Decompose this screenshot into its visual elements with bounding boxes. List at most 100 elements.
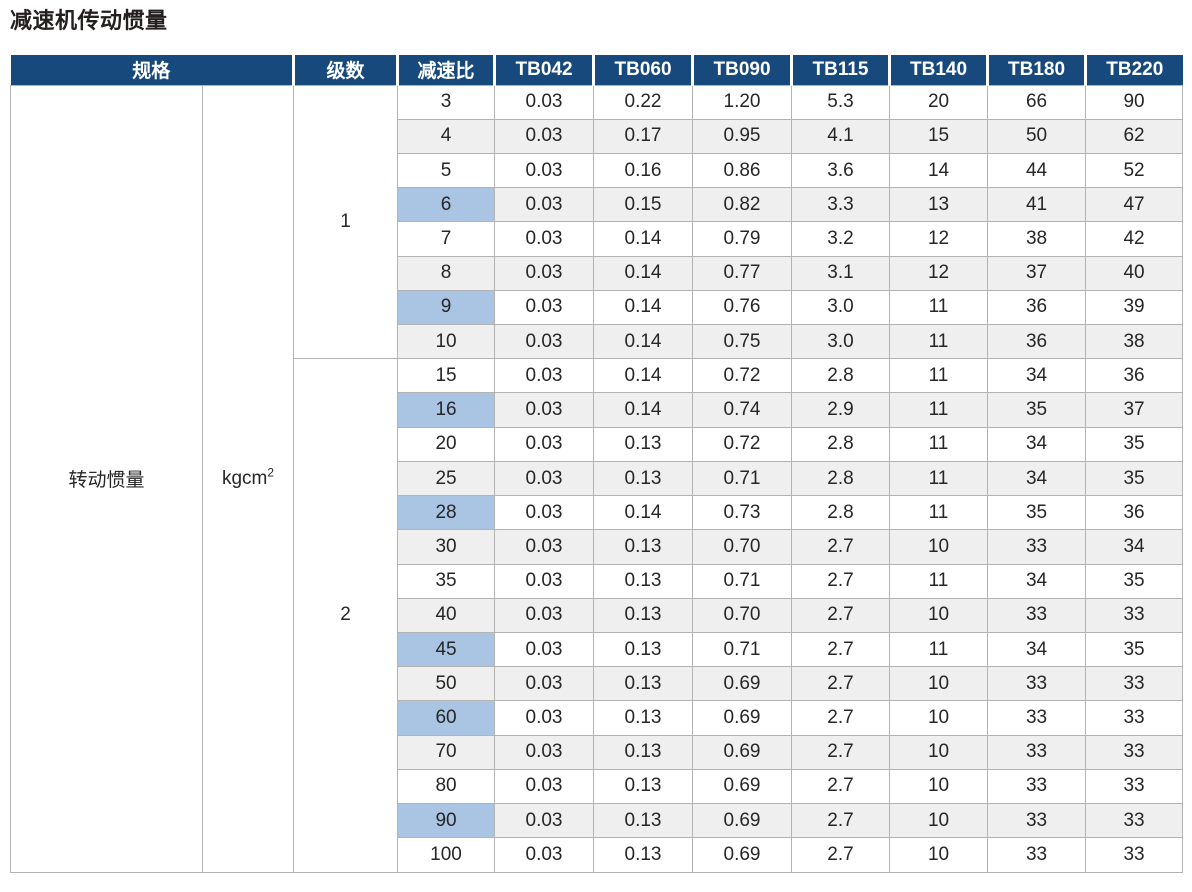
value-cell: 0.14 [593,289,694,326]
value-cell: 0.69 [692,803,793,839]
value-cell: 0.03 [494,837,595,873]
value-cell: 0.75 [692,324,793,360]
value-cell: 0.15 [593,187,694,223]
value-cell: 35 [1085,631,1184,668]
table-row: 30 0.03 0.13 0.70 2.7 10 33 34 [11,529,1184,565]
ratio-cell: 5 [397,152,496,189]
value-cell: 34 [987,358,1087,394]
value-cell: 0.71 [692,460,793,497]
value-cell: 0.13 [593,768,694,805]
value-cell: 33 [987,529,1087,565]
value-cell: 11 [889,358,989,394]
value-cell: 4.1 [791,118,891,154]
value-cell: 0.03 [494,358,595,394]
value-cell: 20 [889,84,989,120]
ratio-cell: 100 [397,837,496,873]
value-cell: 0.13 [593,803,694,839]
table-row: 80 0.03 0.13 0.69 2.7 10 33 33 [11,768,1184,805]
value-cell: 2.8 [791,426,891,462]
value-cell: 0.13 [593,529,694,565]
ratio-cell: 9 [397,289,496,326]
value-cell: 34 [987,563,1087,599]
ratio-cell: 6 [397,187,496,223]
value-cell: 11 [889,460,989,497]
value-cell: 0.03 [494,529,595,565]
table-row: 40 0.03 0.13 0.70 2.7 10 33 33 [11,597,1184,634]
ratio-cell: 20 [397,426,496,462]
value-cell: 0.69 [692,700,793,736]
value-cell: 0.03 [494,84,595,120]
value-cell: 0.69 [692,768,793,805]
value-cell: 11 [889,426,989,462]
value-cell: 10 [889,734,989,770]
value-cell: 0.03 [494,631,595,668]
ratio-cell: 16 [397,392,496,428]
inertia-table: 规格 级数 减速比 TB042 TB060 TB090 TB115 TB140 TB180… [10,55,1184,873]
ratio-cell: 80 [397,768,496,805]
table-header-row: 规格 级数 减速比 TB042 TB060 TB090 TB115 TB140 TB180… [10,55,1183,85]
table-row: 9 0.03 0.14 0.76 3.0 11 36 39 [11,289,1184,326]
value-cell: 0.03 [494,187,595,223]
table-row: 25 0.03 0.13 0.71 2.8 11 34 35 [11,460,1184,497]
value-cell: 2.7 [791,734,891,770]
value-cell: 50 [987,118,1087,154]
header-spec: 规格 [10,55,294,85]
value-cell: 10 [889,529,989,565]
ratio-cell: 25 [397,460,496,497]
value-cell: 42 [1085,221,1184,257]
value-cell: 44 [987,152,1087,189]
value-cell: 0.14 [593,358,694,394]
ratio-cell: 15 [397,358,496,394]
value-cell: 15 [889,118,989,154]
value-cell: 2.8 [791,460,891,497]
value-cell: 2.9 [791,392,891,428]
value-cell: 12 [889,221,989,257]
table-row: 90 0.03 0.13 0.69 2.7 10 33 33 [11,803,1184,839]
value-cell: 34 [987,631,1087,668]
value-cell: 0.03 [494,152,595,189]
value-cell: 3.2 [791,221,891,257]
value-cell: 2.7 [791,597,891,634]
value-cell: 0.71 [692,631,793,668]
value-cell: 0.13 [593,460,694,497]
value-cell: 11 [889,289,989,326]
value-cell: 35 [987,392,1087,428]
value-cell: 0.03 [494,324,595,360]
value-cell: 34 [987,426,1087,462]
value-cell: 0.14 [593,495,694,531]
value-cell: 0.03 [494,563,595,599]
table-row: 35 0.03 0.13 0.71 2.7 11 34 35 [11,563,1184,599]
ratio-cell: 3 [397,84,496,120]
value-cell: 0.72 [692,358,793,394]
value-cell: 36 [1085,358,1184,394]
value-cell: 2.8 [791,358,891,394]
value-cell: 37 [987,255,1087,291]
value-cell: 0.03 [494,803,595,839]
value-cell: 0.13 [593,597,694,634]
value-cell: 0.17 [593,118,694,154]
header-model-tb140: TB140 [888,55,988,85]
value-cell: 0.03 [494,221,595,257]
value-cell: 3.0 [791,289,891,326]
value-cell: 3.0 [791,324,891,360]
value-cell: 2.7 [791,563,891,599]
table-row: 100 0.03 0.13 0.69 2.7 10 33 33 [11,837,1184,873]
value-cell: 0.13 [593,563,694,599]
ratio-cell: 90 [397,803,496,839]
value-cell: 33 [1085,666,1184,702]
value-cell: 0.03 [494,597,595,634]
table-row: 7 0.03 0.14 0.79 3.2 12 38 42 [11,221,1184,257]
ratio-cell: 10 [397,324,496,360]
value-cell: 2.7 [791,768,891,805]
header-model-tb060: TB060 [592,55,693,85]
spec-name-cell: 转动惯量 [10,84,203,873]
ratio-cell: 45 [397,631,496,668]
value-cell: 0.74 [692,392,793,428]
spec-unit-sup: 2 [267,465,275,480]
value-cell: 0.13 [593,631,694,668]
ratio-cell: 35 [397,563,496,599]
stage-cell-1: 1 [293,84,399,360]
value-cell: 3.6 [791,152,891,189]
value-cell: 0.14 [593,324,694,360]
